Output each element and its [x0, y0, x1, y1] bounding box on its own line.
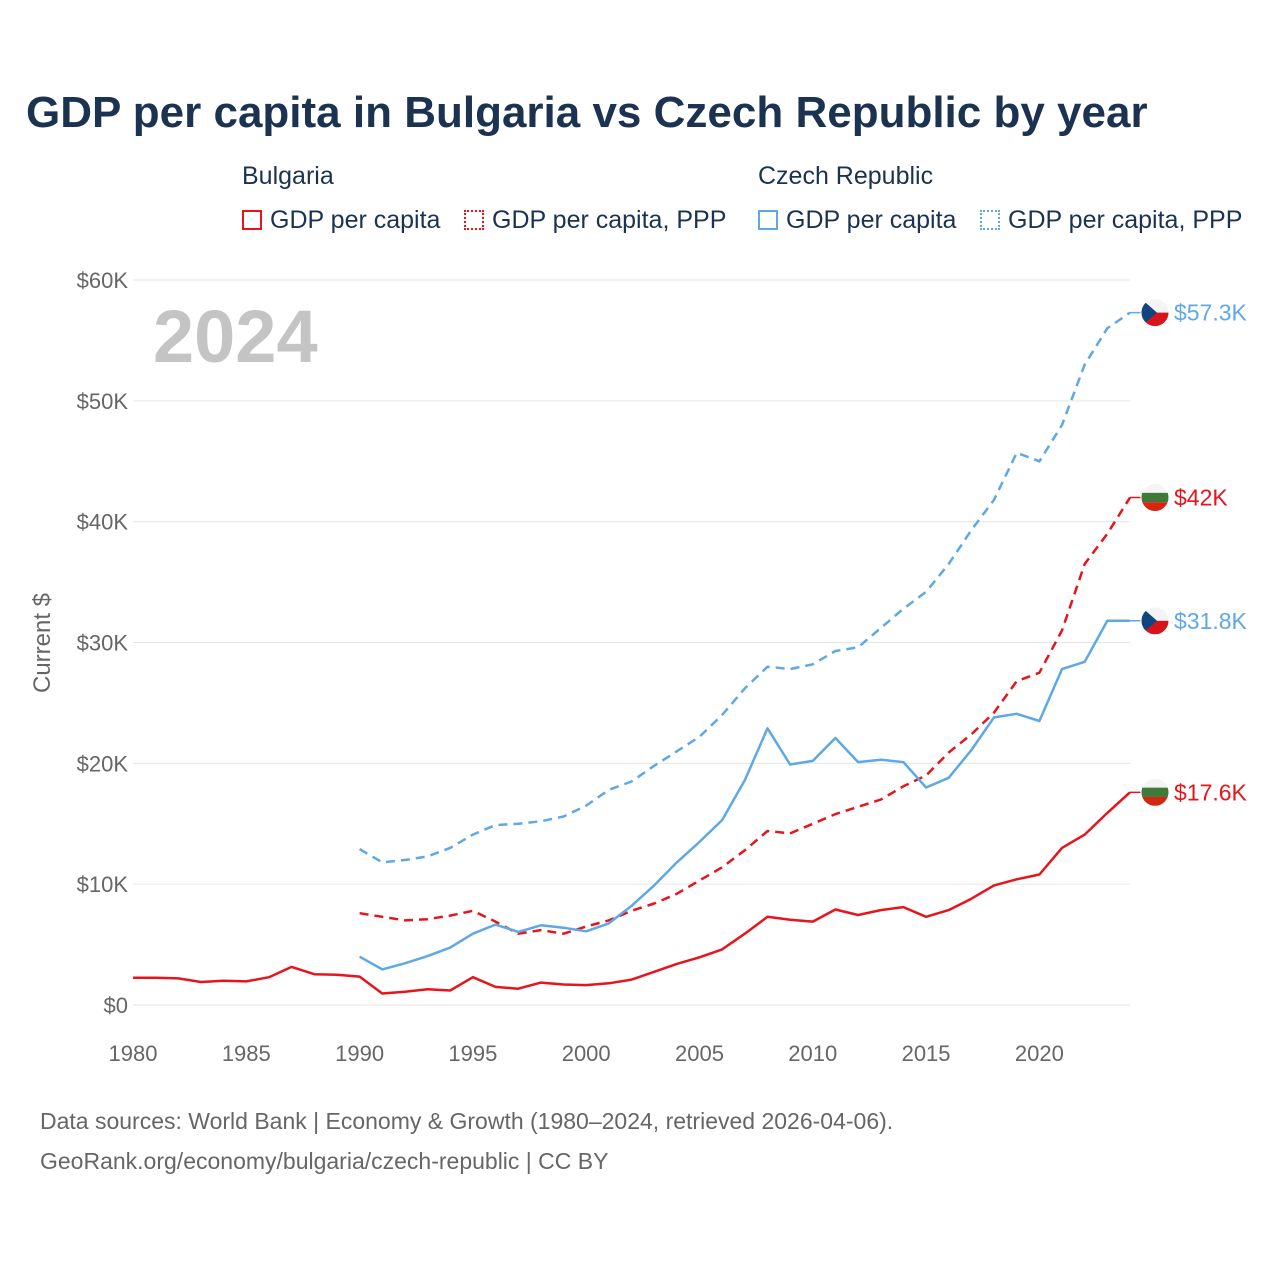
x-tick-label: 2010: [788, 1041, 837, 1066]
legend-swatch-solid-red: [242, 210, 262, 230]
series-line-0: [133, 791, 1131, 995]
legend-label: GDP per capita, PPP: [492, 205, 727, 234]
source-line-2: GeoRank.org/economy/bulgaria/czech-repub…: [40, 1148, 609, 1174]
series-lines: [133, 311, 1132, 995]
legend-item-czech-gdp[interactable]: GDP per capita: [758, 205, 956, 235]
legend-item-bulgaria-gdp[interactable]: GDP per capita: [242, 205, 440, 235]
x-tick-label: 2015: [902, 1041, 951, 1066]
y-axis-ticks: $0 $10K $20K $30K $40K $50K $60K: [77, 268, 129, 1018]
y-tick-label: $60K: [77, 268, 129, 293]
y-axis-label: Current $: [29, 593, 56, 693]
legend-title-czech: Czech Republic: [758, 162, 934, 190]
y-tick-label: $10K: [77, 872, 129, 897]
x-tick-label: 2005: [675, 1041, 724, 1066]
flag-clip: [1141, 298, 1169, 327]
flag-border: [1140, 606, 1170, 636]
flag-border: [1140, 298, 1170, 328]
y-tick-label: $40K: [77, 510, 129, 535]
series-line-1: [359, 496, 1132, 935]
flag-border: [1140, 777, 1170, 807]
year-watermark: 2024: [153, 295, 318, 378]
x-axis-ticks: 1980 1985 1990 1995 2000 2005 2010 2015 2020: [109, 1041, 1064, 1066]
flag-stripe: [1141, 483, 1169, 493]
flag-stripe: [1141, 787, 1169, 797]
series-end-markers: $17.6K $42K $31.8K $57.3K: [1130, 298, 1248, 807]
flag-clip: [1141, 606, 1169, 635]
legend-swatch-dotted-blue: [980, 210, 1000, 230]
x-tick-label: 1995: [448, 1041, 497, 1066]
legend-swatch-dotted-red: [464, 210, 484, 230]
legend-label: GDP per capita, PPP: [1008, 205, 1243, 234]
bulgaria-flag-icon: [1140, 483, 1170, 512]
flag-stripe: [1141, 502, 1169, 512]
y-tick-label: $0: [104, 993, 128, 1018]
x-tick-label: 2000: [562, 1041, 611, 1066]
y-tick-label: $30K: [77, 631, 129, 656]
legend-title-bulgaria: Bulgaria: [242, 162, 334, 190]
x-tick-label: 1985: [222, 1041, 271, 1066]
legend-item-bulgaria-ppp[interactable]: GDP per capita, PPP: [464, 205, 726, 235]
flag-clip: [1141, 483, 1169, 512]
end-value-label: $42K: [1174, 485, 1228, 511]
flag-stripe: [1141, 778, 1169, 788]
chart-title: GDP per capita in Bulgaria vs Czech Repu…: [26, 88, 1148, 137]
flag-stripe: [1141, 796, 1169, 807]
end-value-label: $57.3K: [1174, 300, 1248, 326]
series-line-2: [358, 619, 1130, 971]
legend-label: GDP per capita: [270, 205, 441, 234]
legend-item-czech-ppp[interactable]: GDP per capita, PPP: [980, 205, 1242, 235]
flag-triangle: [1141, 298, 1157, 327]
flag-clip: [1141, 778, 1169, 807]
flag-stripe: [1141, 492, 1169, 503]
source-line-1: Data sources: World Bank | Economy & Gro…: [40, 1108, 894, 1134]
bulgaria-flag-icon: [1140, 777, 1170, 807]
x-tick-label: 1990: [335, 1041, 384, 1066]
gridlines: [133, 279, 1130, 1006]
legend-label: GDP per capita: [786, 205, 957, 234]
x-tick-label: 2020: [1015, 1041, 1064, 1066]
flag-border: [1140, 483, 1170, 512]
flag-triangle: [1141, 606, 1157, 635]
end-value-label: $31.8K: [1174, 608, 1248, 634]
czech-flag-icon: [1140, 298, 1170, 328]
x-tick-label: 1980: [109, 1041, 158, 1066]
y-tick-label: $50K: [77, 389, 129, 414]
legend-swatch-solid-blue: [758, 210, 778, 230]
y-tick-label: $20K: [77, 751, 129, 776]
czech-flag-icon: [1140, 606, 1170, 636]
series-line-3: [358, 311, 1131, 864]
end-value-label: $17.6K: [1174, 779, 1248, 805]
